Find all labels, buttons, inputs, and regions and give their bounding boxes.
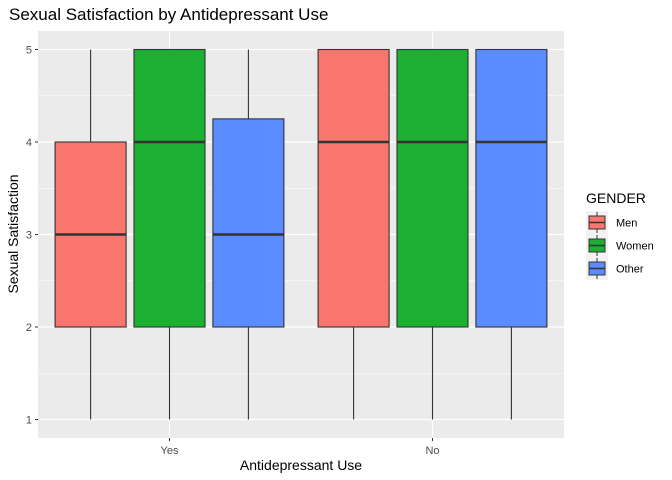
- legend-item-women: Women: [586, 234, 654, 257]
- box-men-no: [317, 48, 390, 420]
- y-tick-label: 2: [26, 322, 32, 334]
- box-women-no: [396, 48, 469, 420]
- legend-label: Women: [616, 241, 654, 253]
- box-women-yes: [133, 48, 206, 420]
- box-men-yes: [54, 49, 127, 420]
- legend-label: Other: [616, 264, 644, 276]
- y-tick-label: 3: [26, 230, 32, 242]
- legend: GENDER Men Women Other: [586, 190, 654, 280]
- box-body: [317, 48, 390, 328]
- chart-title: Sexual Satisfaction by Antidepressant Us…: [9, 5, 328, 24]
- box-body: [212, 118, 285, 328]
- axes: 1 2 3 4 5 Yes No: [26, 45, 440, 458]
- y-tick-label: 4: [26, 137, 32, 149]
- box-other-yes: [212, 49, 285, 420]
- box-other-no: [475, 48, 548, 420]
- legend-title: GENDER: [586, 190, 646, 206]
- y-tick-label: 1: [26, 415, 32, 427]
- x-tick-label: Yes: [161, 445, 179, 457]
- y-tick-label: 5: [26, 45, 32, 57]
- box-body: [133, 48, 206, 328]
- box-body: [475, 48, 548, 328]
- y-axis-title: Sexual Satisfaction: [5, 174, 21, 293]
- box-layer: [54, 48, 548, 420]
- legend-item-other: Other: [586, 257, 644, 280]
- x-axis-title: Antidepressant Use: [240, 457, 362, 473]
- legend-item-men: Men: [586, 211, 637, 234]
- box-body: [396, 48, 469, 328]
- x-tick-label: No: [425, 445, 439, 457]
- legend-label: Men: [616, 218, 637, 230]
